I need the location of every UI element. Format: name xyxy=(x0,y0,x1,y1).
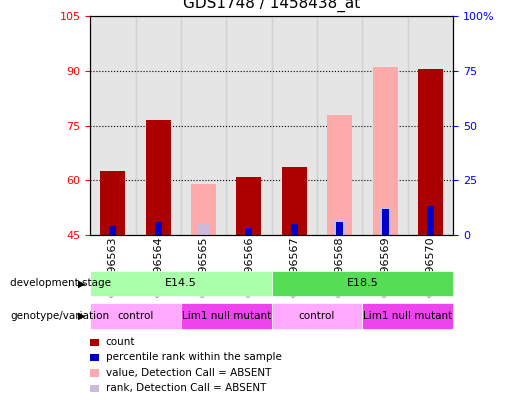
Bar xyxy=(181,303,272,329)
Text: E14.5: E14.5 xyxy=(165,279,197,288)
Text: rank, Detection Call = ABSENT: rank, Detection Call = ABSENT xyxy=(106,383,266,393)
Bar xyxy=(336,222,343,235)
Text: development stage: development stage xyxy=(10,279,111,288)
Bar xyxy=(317,16,363,235)
Bar xyxy=(272,271,453,296)
Bar xyxy=(272,16,317,235)
Bar xyxy=(418,69,443,235)
Text: control: control xyxy=(117,311,153,321)
Bar xyxy=(408,16,453,235)
Bar xyxy=(198,224,209,235)
Text: Lim1 null mutant: Lim1 null mutant xyxy=(363,311,453,321)
Text: value, Detection Call = ABSENT: value, Detection Call = ABSENT xyxy=(106,368,271,377)
Bar xyxy=(373,67,398,235)
Bar xyxy=(236,177,262,235)
Text: ▶: ▶ xyxy=(77,311,85,321)
Text: ▶: ▶ xyxy=(77,279,85,288)
Bar xyxy=(181,16,226,235)
Bar xyxy=(382,209,389,235)
Text: percentile rank within the sample: percentile rank within the sample xyxy=(106,352,282,362)
Bar xyxy=(135,16,181,235)
Bar xyxy=(272,303,363,329)
Text: control: control xyxy=(299,311,335,321)
Bar xyxy=(282,168,307,235)
Bar xyxy=(327,115,352,235)
Text: GDS1748 / 1458438_at: GDS1748 / 1458438_at xyxy=(183,0,360,12)
Bar xyxy=(291,224,298,235)
Bar xyxy=(109,226,116,235)
Bar xyxy=(334,220,346,235)
Text: E18.5: E18.5 xyxy=(347,279,379,288)
Bar xyxy=(226,16,272,235)
Bar xyxy=(427,206,434,235)
Bar xyxy=(363,303,453,329)
Bar xyxy=(154,222,162,235)
Text: genotype/variation: genotype/variation xyxy=(10,311,109,321)
Bar xyxy=(90,271,272,296)
Bar xyxy=(380,207,391,235)
Bar xyxy=(146,120,170,235)
Bar xyxy=(363,16,408,235)
Bar xyxy=(246,228,252,235)
Text: Lim1 null mutant: Lim1 null mutant xyxy=(182,311,271,321)
Bar xyxy=(100,171,125,235)
Text: count: count xyxy=(106,337,135,347)
Bar xyxy=(191,184,216,235)
Bar xyxy=(90,16,135,235)
Bar xyxy=(90,303,181,329)
